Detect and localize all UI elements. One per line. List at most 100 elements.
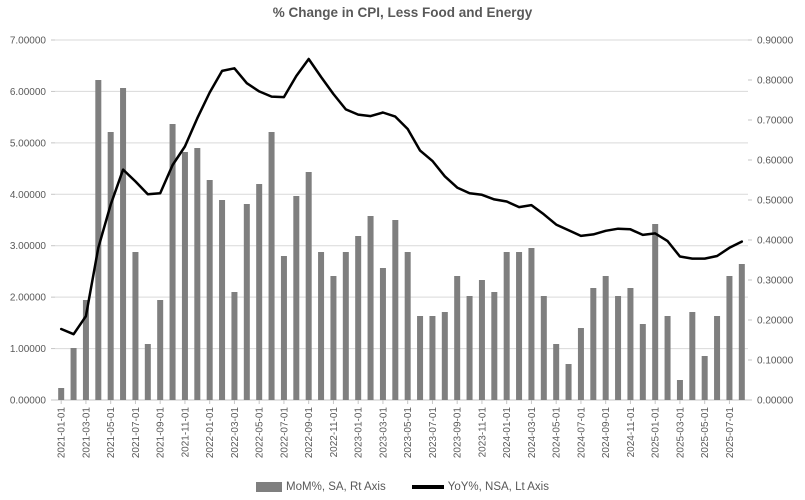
x-axis-label: 2024-09-01 — [601, 407, 612, 459]
chart-title: % Change in CPI, Less Food and Energy — [272, 5, 533, 20]
left-axis-label: 1.00000 — [10, 344, 47, 355]
bar — [379, 268, 386, 400]
right-axis-label: 0.20000 — [757, 316, 794, 327]
bar — [256, 184, 263, 400]
bar — [95, 80, 102, 400]
yoy-line — [59, 57, 744, 336]
x-axis-label: 2024-05-01 — [552, 407, 563, 459]
bar — [132, 252, 139, 400]
left-axis-label: 4.00000 — [10, 190, 47, 201]
bar — [404, 252, 411, 400]
legend-item-yoy: YoY%, NSA, Lt Axis — [411, 481, 549, 493]
bar — [305, 172, 312, 400]
bar — [553, 344, 560, 400]
line-series-swatch-icon — [411, 485, 444, 489]
bar — [70, 348, 77, 400]
right-axis-label: 0.90000 — [757, 36, 794, 47]
bar — [82, 300, 89, 400]
x-axis-label: 2023-07-01 — [428, 407, 439, 459]
bar — [627, 288, 634, 400]
x-axis-label: 2021-11-01 — [180, 407, 191, 458]
x-axis-label: 2022-07-01 — [279, 407, 290, 459]
left-axis-label: 2.00000 — [10, 293, 47, 304]
legend-label-mom: MoM%, SA, Rt Axis — [286, 481, 386, 493]
bar — [478, 280, 485, 400]
bar — [206, 180, 213, 400]
bar — [590, 288, 597, 400]
bar — [318, 252, 325, 400]
bar — [58, 388, 65, 400]
x-axis-label: 2025-05-01 — [700, 407, 711, 459]
right-axis-label: 0.10000 — [757, 356, 794, 367]
x-axis-label: 2022-03-01 — [230, 407, 241, 459]
left-axis-label: 3.00000 — [10, 241, 47, 252]
bar — [355, 236, 362, 400]
x-axis-label: 2024-07-01 — [576, 407, 587, 459]
bar — [144, 344, 151, 400]
x-axis-label: 2023-05-01 — [403, 407, 414, 459]
bar — [701, 356, 708, 400]
right-axis-label: 0.50000 — [757, 196, 794, 207]
right-axis-label: 0.60000 — [757, 156, 794, 167]
bar — [664, 316, 671, 400]
bar — [516, 252, 523, 400]
bar — [466, 296, 473, 400]
legend-item-mom: MoM%, SA, Rt Axis — [256, 481, 386, 493]
bar — [231, 292, 238, 400]
x-axis-label: 2023-01-01 — [354, 407, 365, 459]
bar — [441, 312, 448, 400]
bar — [107, 132, 114, 400]
right-axis-label: 0.30000 — [757, 276, 794, 287]
x-axis-label: 2025-07-01 — [725, 407, 736, 459]
right-axis-label: 0.40000 — [757, 236, 794, 247]
bar — [194, 148, 201, 400]
bar — [454, 276, 461, 400]
bar — [577, 328, 584, 400]
left-axis-label: 6.00000 — [10, 87, 47, 98]
bar — [330, 276, 337, 400]
x-axis-label: 2021-09-01 — [156, 407, 167, 459]
bar — [714, 316, 721, 400]
bar — [738, 264, 745, 400]
bar — [392, 220, 399, 400]
x-axis-label: 2023-11-01 — [477, 407, 488, 458]
x-axis-label: 2024-03-01 — [527, 407, 538, 459]
bar — [120, 88, 127, 400]
bar — [342, 252, 349, 400]
bar — [503, 252, 510, 400]
left-axis-label: 0.00000 — [10, 396, 47, 407]
bar — [540, 296, 547, 400]
bar — [219, 200, 226, 400]
x-axis-label: 2022-09-01 — [304, 407, 315, 459]
bar — [280, 256, 287, 400]
left-axis-label: 7.00000 — [10, 36, 47, 47]
x-axis-label: 2021-05-01 — [106, 407, 117, 459]
bar — [615, 296, 622, 400]
bar — [689, 312, 696, 400]
bar — [367, 216, 374, 400]
x-axis-label: 2022-11-01 — [329, 407, 340, 458]
x-axis-label: 2021-03-01 — [81, 407, 92, 459]
bar — [726, 276, 733, 400]
bar — [652, 224, 659, 400]
x-axis-label: 2021-01-01 — [57, 407, 68, 459]
x-axis-label: 2022-01-01 — [205, 407, 216, 459]
bar — [181, 152, 188, 400]
bar — [169, 124, 176, 400]
bar — [157, 300, 164, 400]
bar — [293, 196, 300, 400]
x-axis-label: 2025-03-01 — [675, 407, 686, 459]
right-axis-label: 0.00000 — [757, 396, 794, 407]
x-axis-label: 2021-07-01 — [131, 407, 142, 459]
x-axis-label: 2025-01-01 — [651, 407, 662, 459]
x-axis-label: 2023-03-01 — [378, 407, 389, 459]
left-axis-label: 5.00000 — [10, 138, 47, 149]
bar — [528, 248, 535, 400]
bar — [565, 364, 572, 400]
x-axis-label: 2023-09-01 — [453, 407, 464, 459]
x-axis-label: 2022-05-01 — [255, 407, 266, 459]
bar — [639, 324, 646, 400]
right-axis-label: 0.80000 — [757, 76, 794, 87]
